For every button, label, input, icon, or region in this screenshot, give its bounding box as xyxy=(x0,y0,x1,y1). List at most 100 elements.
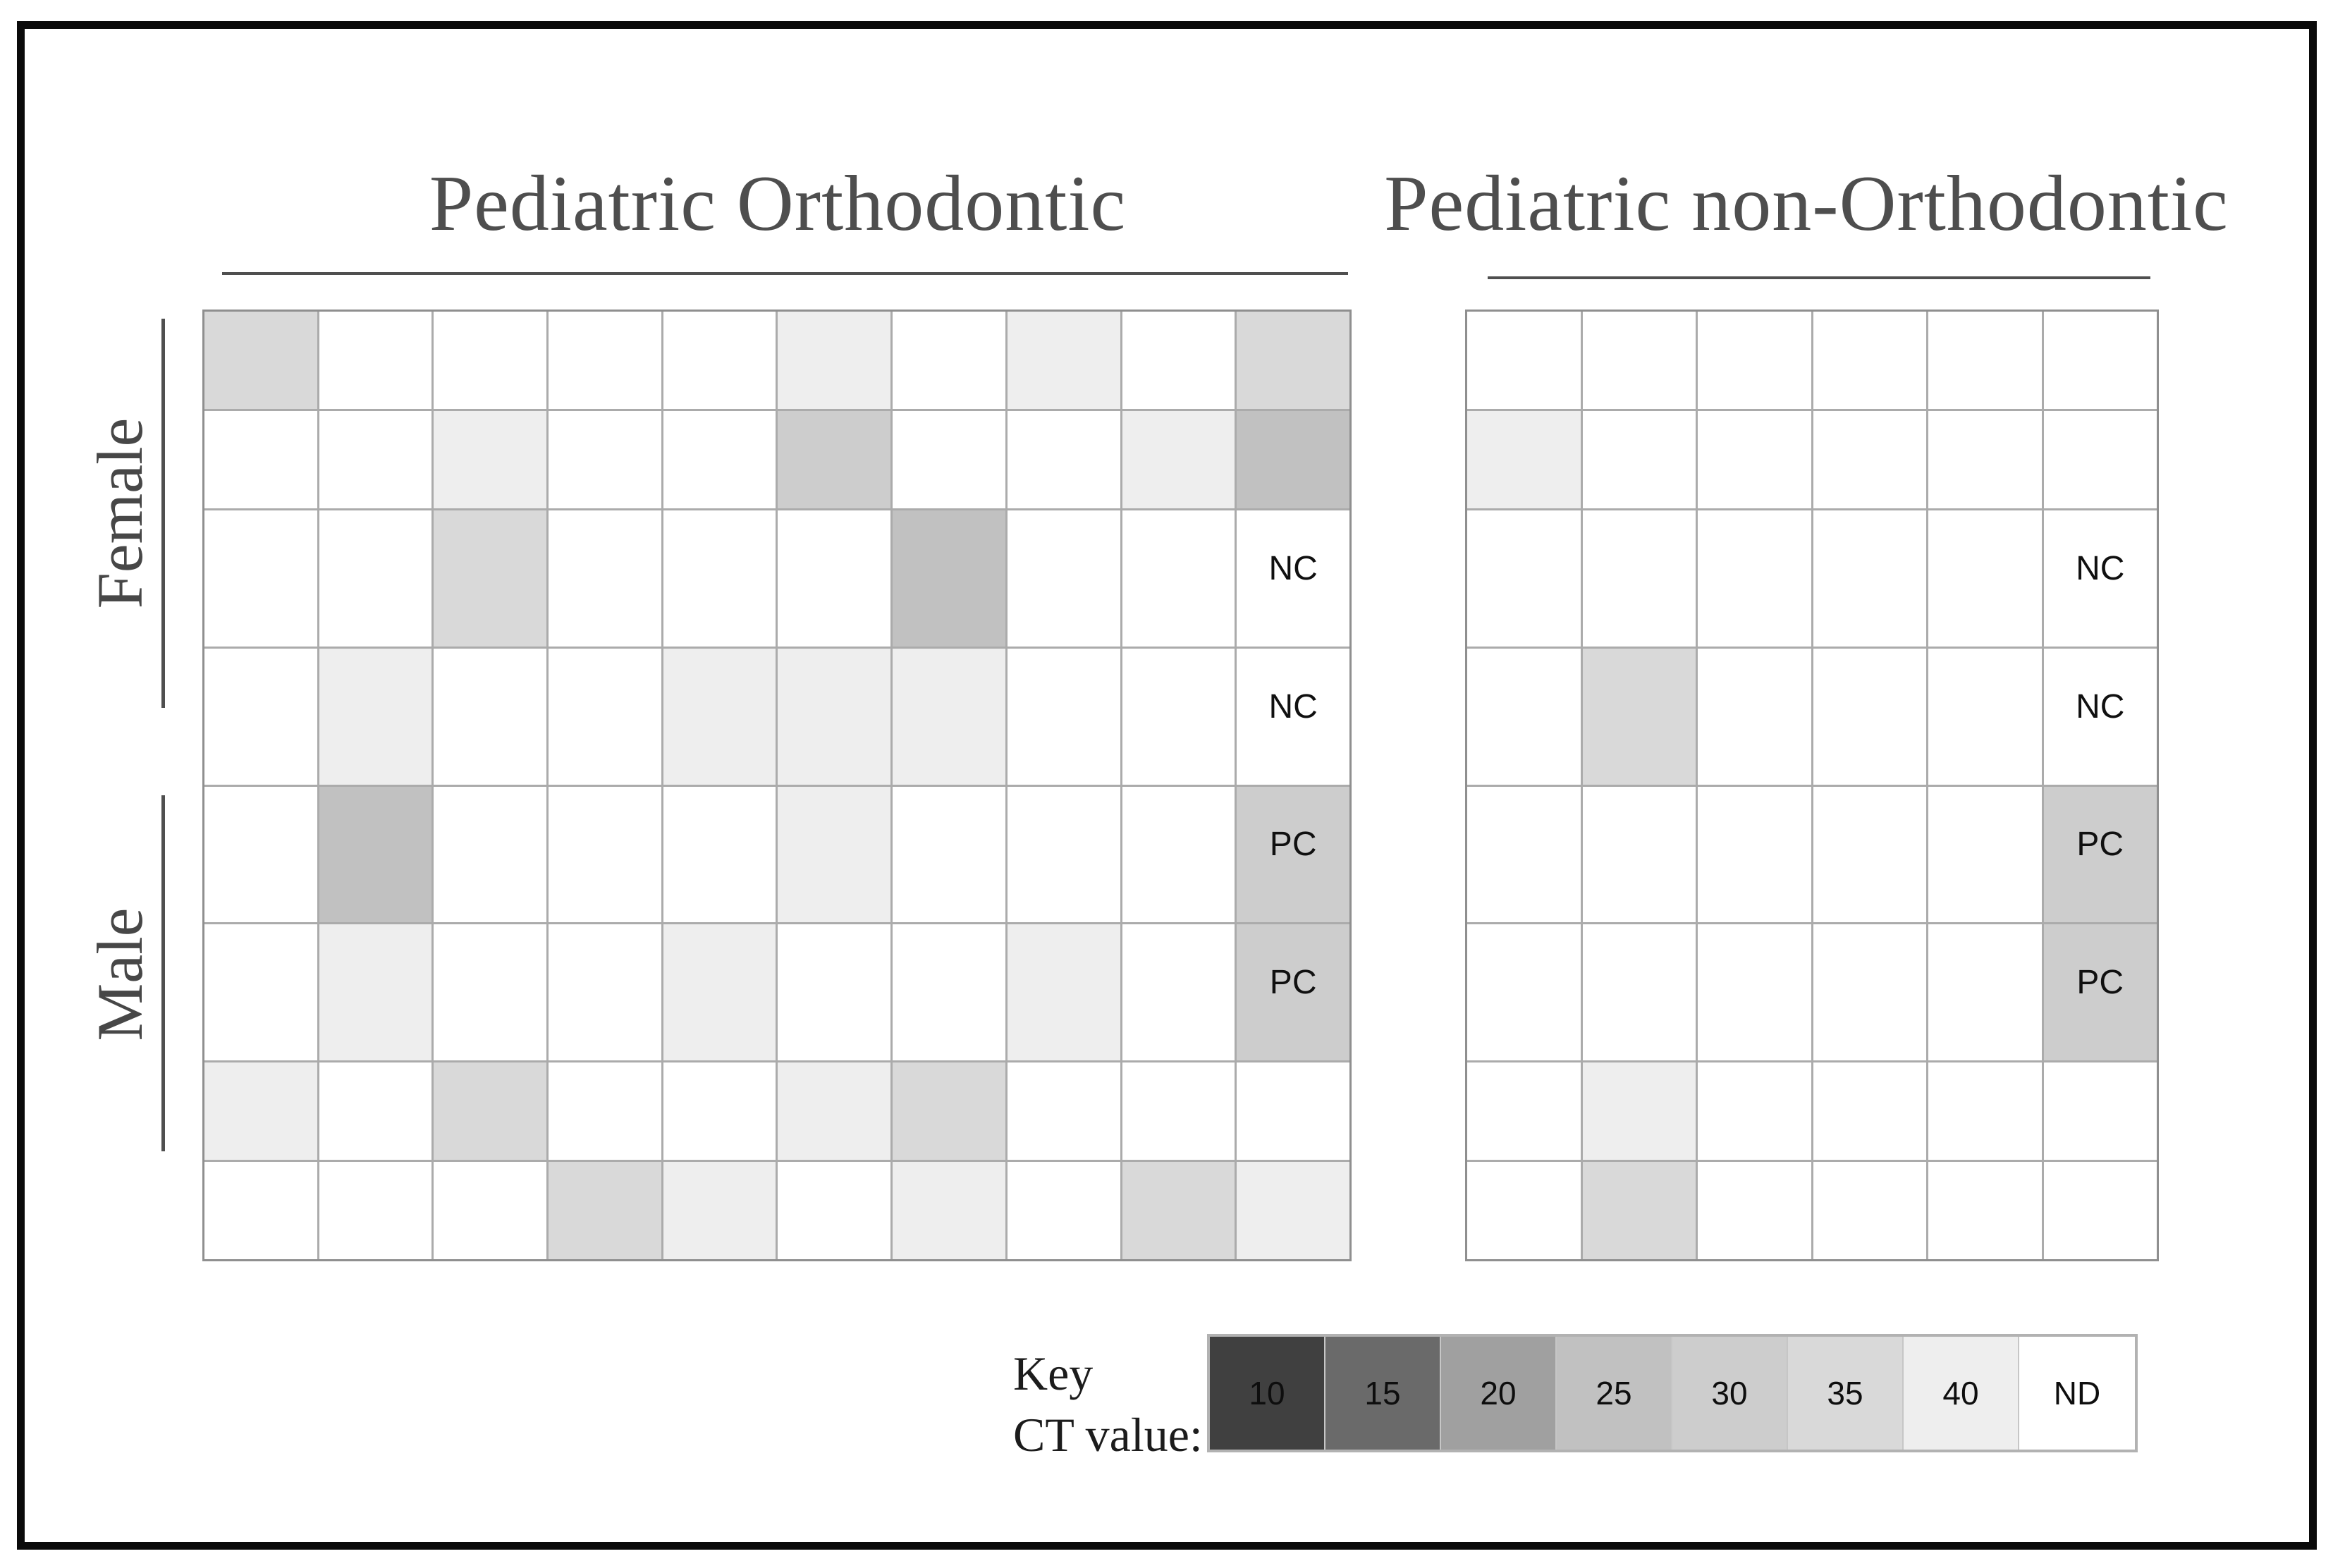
group-title-pediatric-orthodontic: Pediatric Orthodontic xyxy=(429,160,1127,247)
cell-ortho-r1c5 xyxy=(663,312,776,409)
cell-nonortho-r2c4 xyxy=(1813,410,1926,508)
key-swatch-30: 30 xyxy=(1672,1337,1788,1450)
cell-ortho-r6c8 xyxy=(1007,924,1120,1061)
cell-nonortho-r4c1 xyxy=(1467,648,1581,785)
cell-ortho-r6c1 xyxy=(204,924,317,1061)
cell-annotation-pc-label: PC xyxy=(2076,964,2124,1002)
cell-ortho-r4c8 xyxy=(1007,648,1120,785)
cell-nonortho-r7c2 xyxy=(1582,1062,1696,1160)
cell-ortho-r3c4 xyxy=(549,510,661,647)
cell-ortho-r4c7 xyxy=(893,648,1005,785)
title-underline-right xyxy=(1488,276,2150,279)
cell-ortho-r5c5 xyxy=(663,786,776,923)
cell-nonortho-r3c4 xyxy=(1813,510,1926,647)
cell-nonortho-r5c6: PC xyxy=(2043,786,2157,923)
key-swatch-10: 10 xyxy=(1210,1337,1325,1450)
cell-ortho-r1c7 xyxy=(893,312,1005,409)
cell-nonortho-r3c1 xyxy=(1467,510,1581,647)
cell-ortho-r7c2 xyxy=(319,1062,432,1160)
cell-ortho-r2c7 xyxy=(893,410,1005,508)
cell-ortho-r7c5 xyxy=(663,1062,776,1160)
cell-nonortho-r6c5 xyxy=(1928,924,2042,1061)
cell-ortho-r3c6 xyxy=(778,510,891,647)
key-swatch-35: 35 xyxy=(1788,1337,1904,1450)
cell-ortho-r1c3 xyxy=(434,312,547,409)
cell-annotation-pc-label: PC xyxy=(1269,826,1317,864)
cell-annotation-nc-label: NC xyxy=(1268,549,1318,587)
cell-nonortho-r6c1 xyxy=(1467,924,1581,1061)
cell-nonortho-r7c5 xyxy=(1928,1062,2042,1160)
cell-ortho-r5c1 xyxy=(204,786,317,923)
cell-annotation-pc-label: PC xyxy=(2076,826,2124,864)
cell-nonortho-r3c6: NC xyxy=(2043,510,2157,647)
cell-nonortho-r4c2 xyxy=(1582,648,1696,785)
cell-ortho-r3c8 xyxy=(1007,510,1120,647)
heatmap-grid-pediatric-orthodontic: NC NC PC PC xyxy=(202,310,1352,1261)
cell-nonortho-r3c2 xyxy=(1582,510,1696,647)
cell-ortho-r6c7 xyxy=(893,924,1005,1061)
key-swatch-nd: ND xyxy=(2019,1337,2135,1450)
cell-ortho-r8c10 xyxy=(1237,1162,1349,1259)
cell-ortho-r1c8 xyxy=(1007,312,1120,409)
key-swatch-label: 30 xyxy=(1711,1375,1748,1411)
cell-ortho-r4c6 xyxy=(778,648,891,785)
cell-annotation-nc-label: NC xyxy=(1268,687,1318,725)
cell-ortho-r2c4 xyxy=(549,410,661,508)
cell-nonortho-r8c1 xyxy=(1467,1162,1581,1259)
key-swatches: 10 15 20 25 30 35 40 ND xyxy=(1207,1334,2138,1452)
cell-ortho-r7c9 xyxy=(1122,1062,1235,1160)
cell-annotation-nc-label: NC xyxy=(2076,549,2125,587)
cell-ortho-r7c10 xyxy=(1237,1062,1349,1160)
cell-ortho-r6c6 xyxy=(778,924,891,1061)
cell-nonortho-r7c3 xyxy=(1698,1062,1811,1160)
cell-ortho-r4c5 xyxy=(663,648,776,785)
cell-ortho-r4c2 xyxy=(319,648,432,785)
cell-ortho-r2c1 xyxy=(204,410,317,508)
key-title: Key CT value: xyxy=(1013,1343,1203,1466)
cell-ortho-r6c2 xyxy=(319,924,432,1061)
cell-nonortho-r4c3 xyxy=(1698,648,1811,785)
cell-nonortho-r8c4 xyxy=(1813,1162,1926,1259)
cell-nonortho-r4c6: NC xyxy=(2043,648,2157,785)
cell-nonortho-r5c4 xyxy=(1813,786,1926,923)
cell-ortho-r8c1 xyxy=(204,1162,317,1259)
cell-ortho-r7c1 xyxy=(204,1062,317,1160)
cell-nonortho-r7c1 xyxy=(1467,1062,1581,1160)
cell-ortho-r8c4 xyxy=(549,1162,661,1259)
cell-nonortho-r1c2 xyxy=(1582,312,1696,409)
cell-nonortho-r2c3 xyxy=(1698,410,1811,508)
cell-ortho-r7c6 xyxy=(778,1062,891,1160)
cell-nonortho-r5c2 xyxy=(1582,786,1696,923)
cell-ortho-r2c5 xyxy=(663,410,776,508)
cell-ortho-r8c3 xyxy=(434,1162,547,1259)
cell-nonortho-r1c3 xyxy=(1698,312,1811,409)
cell-nonortho-r7c6 xyxy=(2043,1062,2157,1160)
cell-ortho-r1c9 xyxy=(1122,312,1235,409)
cell-ortho-r3c3 xyxy=(434,510,547,647)
cell-ortho-r2c6 xyxy=(778,410,891,508)
cell-ortho-r2c3 xyxy=(434,410,547,508)
cell-ortho-r8c9 xyxy=(1122,1162,1235,1259)
cell-ortho-r5c7 xyxy=(893,786,1005,923)
cell-ortho-r8c8 xyxy=(1007,1162,1120,1259)
cell-ortho-r4c9 xyxy=(1122,648,1235,785)
cell-ortho-r1c2 xyxy=(319,312,432,409)
cell-nonortho-r3c5 xyxy=(1928,510,2042,647)
cell-ortho-r8c2 xyxy=(319,1162,432,1259)
row-group-bracket-male xyxy=(161,795,165,1151)
cell-nonortho-r8c3 xyxy=(1698,1162,1811,1259)
cell-nonortho-r1c5 xyxy=(1928,312,2042,409)
cell-ortho-r8c5 xyxy=(663,1162,776,1259)
key-title-line2: CT value: xyxy=(1013,1408,1203,1462)
cell-nonortho-r6c6: PC xyxy=(2043,924,2157,1061)
cell-nonortho-r6c2 xyxy=(1582,924,1696,1061)
cell-nonortho-r2c6 xyxy=(2043,410,2157,508)
cell-nonortho-r2c5 xyxy=(1928,410,2042,508)
key-swatch-label: 15 xyxy=(1364,1375,1401,1411)
cell-ortho-r7c7 xyxy=(893,1062,1005,1160)
cell-ortho-r3c2 xyxy=(319,510,432,647)
cell-ortho-r4c1 xyxy=(204,648,317,785)
cell-nonortho-r8c5 xyxy=(1928,1162,2042,1259)
cell-nonortho-r8c2 xyxy=(1582,1162,1696,1259)
